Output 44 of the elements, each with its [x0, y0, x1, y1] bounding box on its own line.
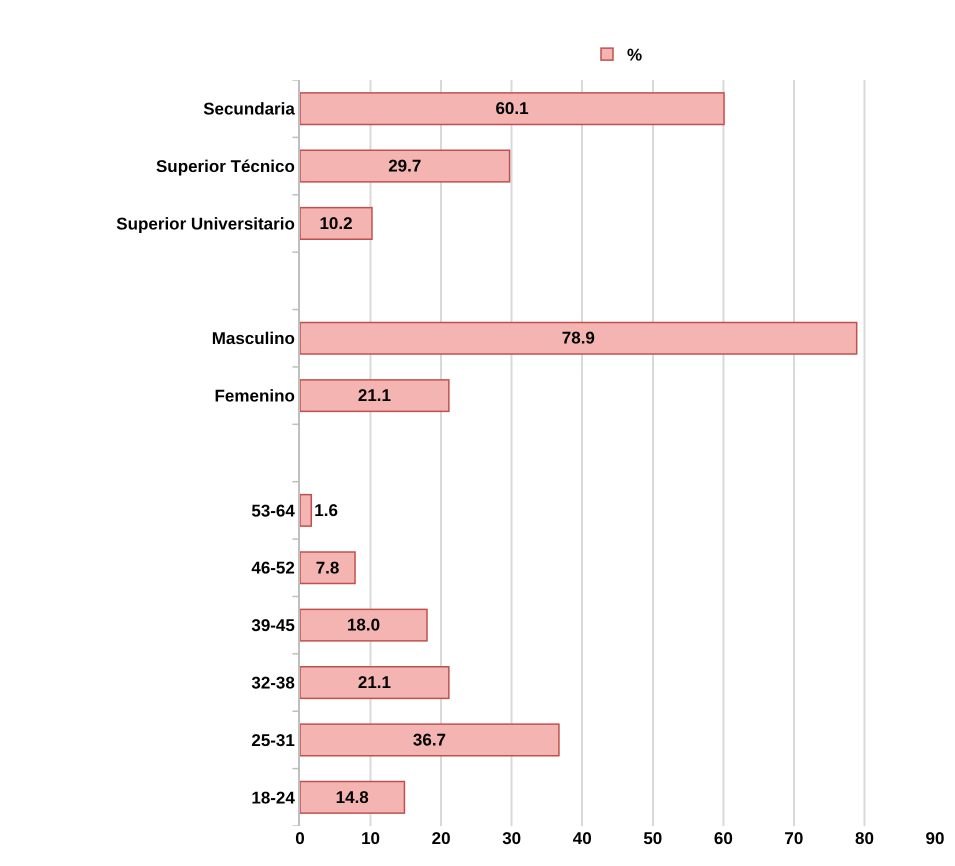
text: 1.6: [314, 500, 338, 520]
y-tick-label: 39-45: [251, 616, 295, 636]
bar: [300, 608, 428, 642]
y-tick-label: Superior Universitario: [116, 214, 295, 234]
x-tick-label: 0: [295, 829, 305, 848]
x-tick-label: 10: [361, 829, 380, 848]
x-tick-label: 60: [714, 829, 733, 848]
text: 7.8: [316, 558, 340, 578]
bar: [300, 92, 725, 126]
text: 21.1: [358, 386, 391, 406]
y-tick-label: 46-52: [251, 558, 295, 578]
bar: [300, 723, 560, 756]
text: 10.2: [319, 214, 353, 233]
text: 29.7: [388, 156, 422, 176]
bar: [300, 206, 373, 240]
y-tick-label: 18-24: [251, 788, 296, 808]
x-tick-label: 20: [432, 829, 451, 848]
y-tick-label: Femenino: [214, 386, 295, 406]
y-tick-label: Secundaria: [203, 100, 296, 119]
bar: [300, 494, 312, 527]
text: 78.9: [562, 328, 595, 348]
text: 21.1: [358, 673, 391, 692]
x-tick-label: 40: [572, 829, 592, 848]
text: 36.7: [412, 730, 446, 750]
bar: [300, 666, 450, 700]
y-tick-label: Masculino: [212, 329, 295, 348]
legend-label: %: [627, 46, 642, 65]
x-tick-label: 70: [784, 829, 804, 848]
x-tick-label: 50: [643, 829, 662, 848]
y-tick-label: 53-64: [251, 501, 296, 520]
bar: [300, 150, 510, 183]
y-tick-label: Superior Técnico: [156, 157, 295, 176]
x-tick-label: 80: [854, 829, 874, 848]
bar: [300, 780, 406, 814]
y-tick-label: 32-38: [251, 673, 295, 692]
bar: [300, 551, 356, 584]
x-tick-label: 90: [926, 829, 944, 848]
bar: [300, 379, 450, 412]
bar: [300, 322, 858, 355]
y-tick-label: 25-31: [251, 730, 295, 750]
text: 14.8: [336, 788, 369, 807]
text: 60.1: [495, 99, 529, 118]
x-tick-label: 30: [502, 829, 522, 848]
text: 18.0: [346, 616, 380, 635]
